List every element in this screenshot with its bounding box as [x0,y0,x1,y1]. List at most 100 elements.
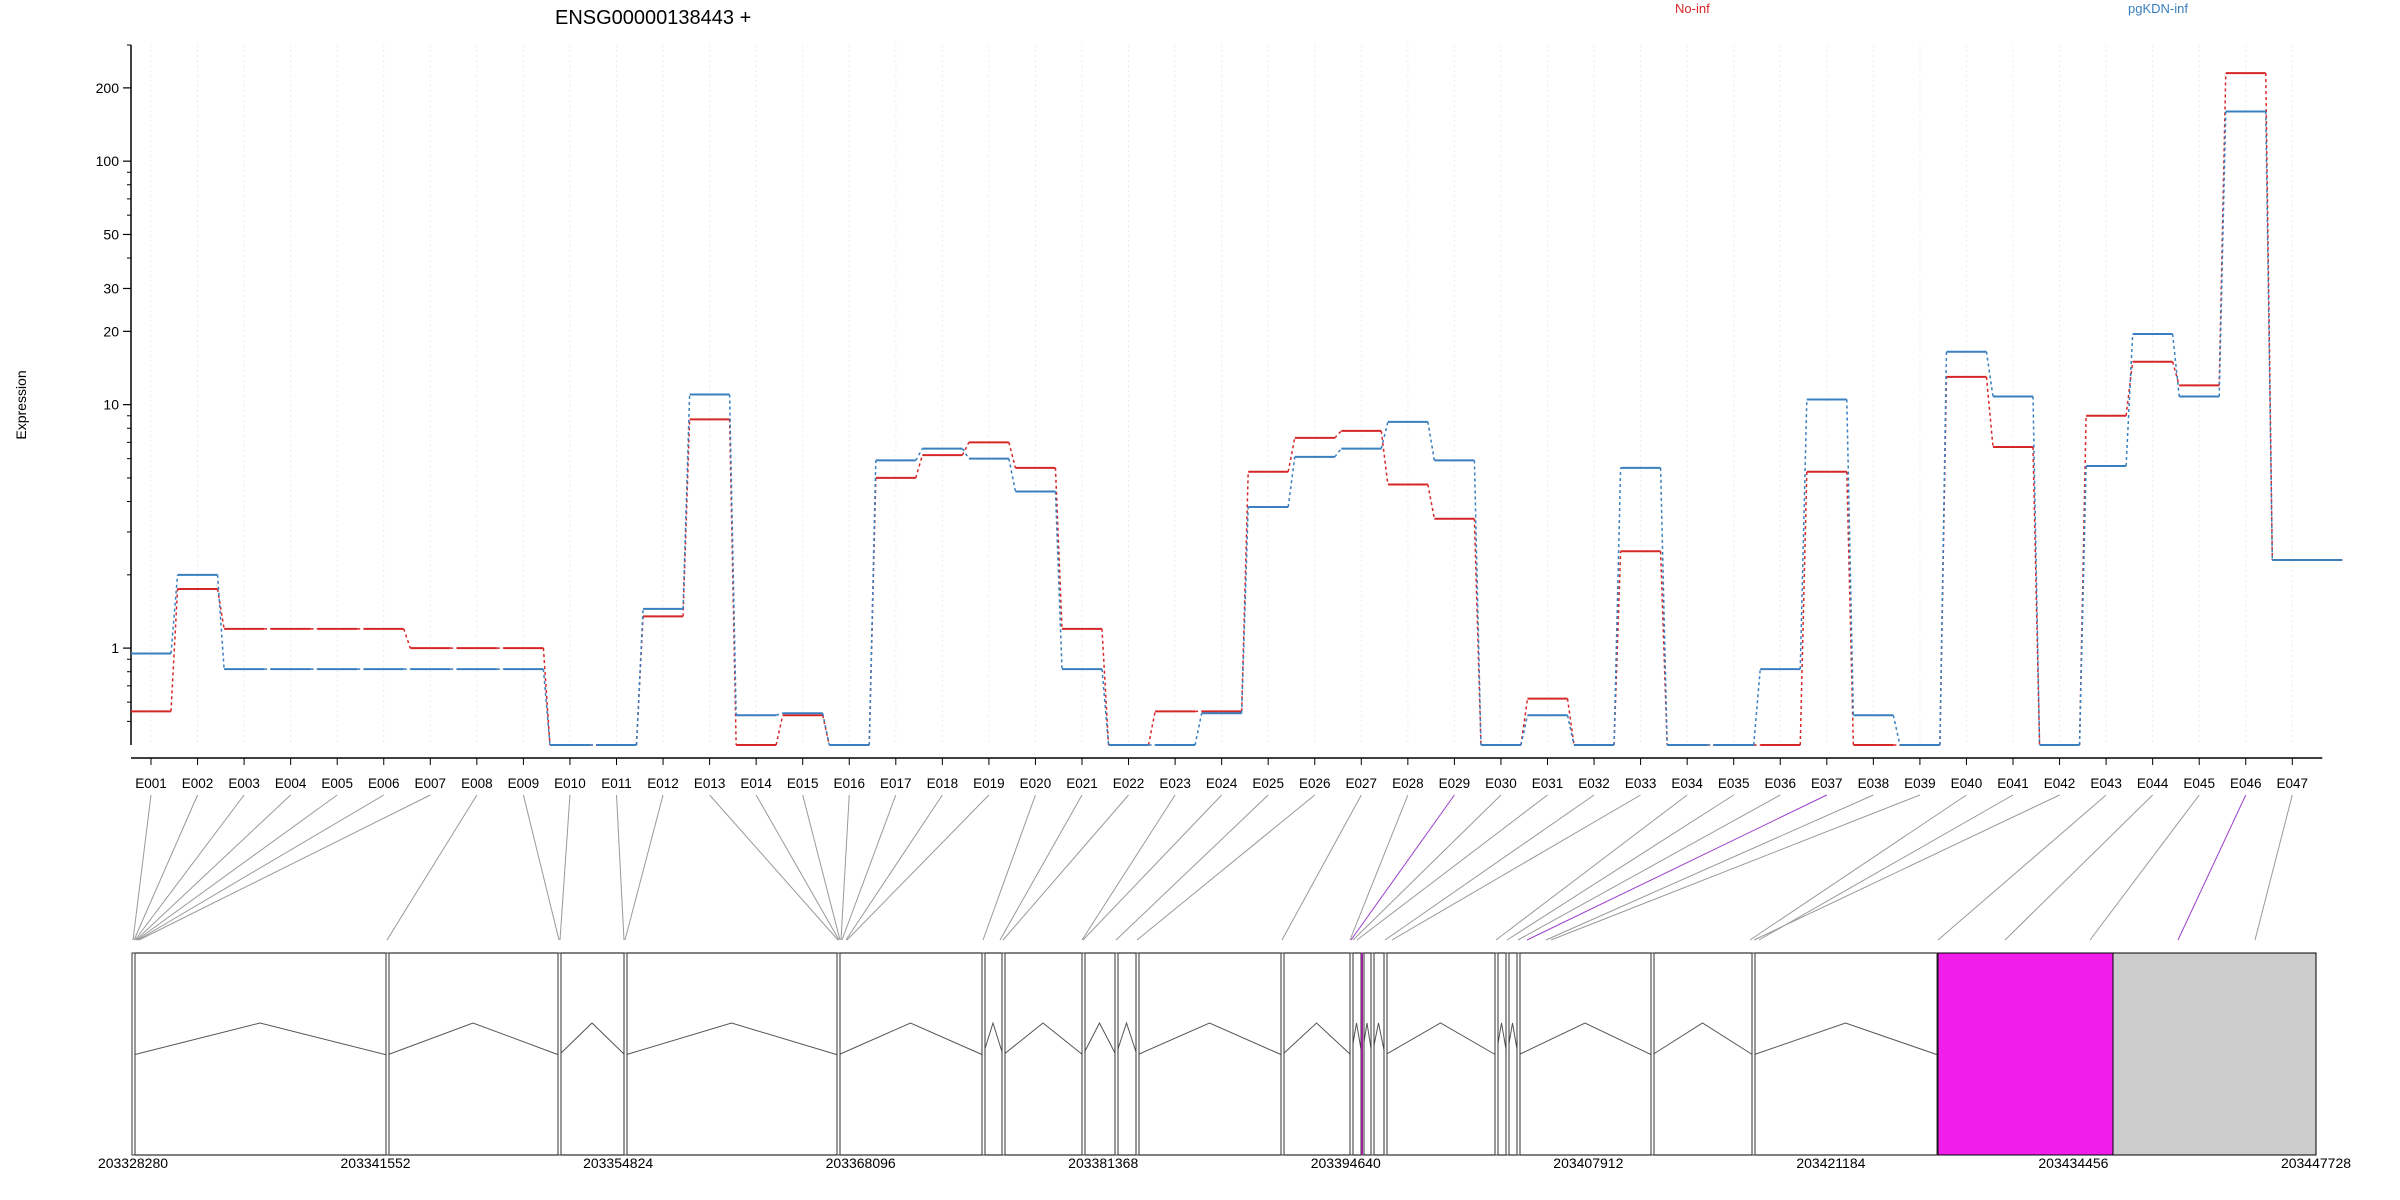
y-tick-label: 100 [96,153,120,169]
genomic-tick-label: 203407912 [1553,1155,1623,1171]
series-connector [1846,399,1855,716]
exon-connector [1758,794,2014,941]
series-connector [2032,446,2041,746]
y-tick-label: 20 [103,323,119,339]
y-tick-label: 10 [103,397,119,413]
x-tick-label: E020 [1020,776,1052,791]
x-tick-label: E027 [1346,776,1378,791]
exon-connector [1526,794,1828,941]
exon-bar [1280,952,1285,1156]
exon-bar [557,952,562,1156]
x-tick-label: E004 [275,776,307,791]
series-connector [2078,465,2087,746]
series-connector [1240,506,1249,714]
y-tick-label: 200 [96,80,120,96]
series-lines [131,72,2343,746]
series-connector [2171,333,2180,397]
series-no-inf [131,72,2343,746]
x-tick-label: E043 [2090,776,2122,791]
exon-connector [137,794,385,941]
x-tick-label: E023 [1159,776,1191,791]
series-connector [2125,333,2134,466]
series-connector [1240,471,1249,712]
series-connector [1287,437,1296,472]
series-connector [2265,111,2274,561]
exon-connector [522,794,560,941]
exon-connector [2177,794,2247,941]
chart-title: ENSG00000138443 + [555,7,751,29]
x-tick-label: E026 [1299,776,1331,791]
series-connector [1892,715,1901,746]
series-connector [1054,491,1063,670]
exon-connector [709,794,839,941]
series-connector [1752,669,1761,746]
series-connector [961,442,970,456]
exon-connector [616,794,625,941]
exon-bar [1135,952,1140,1156]
exon-connector [755,794,840,941]
exon-highlight-magenta [1937,952,2114,1156]
series-connector [1380,430,1389,485]
exon-connector [134,794,245,941]
series-connector [728,394,737,716]
intron-line [132,1022,388,1056]
series-connector [1520,715,1529,746]
exon-connector [1391,794,1641,941]
exon-connector [802,794,841,941]
series-connector [775,715,784,746]
x-tick-label: E019 [973,776,1005,791]
series-connector [1939,351,1948,746]
series-connector [635,608,644,746]
exon-connectors [132,794,2293,941]
intron-line [1002,1022,1084,1056]
exon-connector [1550,794,1921,941]
intron-line [1082,1021,1117,1056]
exon-connector [999,794,1083,941]
x-tick-label: E003 [228,776,260,791]
y-axis-label: Expression [13,370,29,439]
x-tick-label: E011 [601,776,632,791]
exon-connector [982,794,1036,941]
exon-bar [1370,952,1375,1156]
x-tick-label: E034 [1671,776,1703,791]
exon-connector [133,794,199,941]
x-tick-label: E025 [1252,776,1284,791]
intron-line [386,1022,560,1056]
x-tick-label: E041 [1997,776,2029,791]
series-connector [1659,551,1668,746]
x-tick-label: E029 [1439,776,1471,791]
exon-connector [2254,794,2293,941]
x-tick-label: E007 [415,776,447,791]
intron-line [1281,1022,1352,1056]
x-tick-label: E039 [1904,776,1936,791]
x-tick-label: E047 [2277,776,2309,791]
exon-bar [1001,952,1006,1156]
exon-connector [2004,794,2154,941]
series-connector [1380,421,1389,449]
series-connector [1427,421,1436,461]
x-tick-label: E037 [1811,776,1843,791]
series-connector [170,574,179,654]
series-connector [2125,361,2134,416]
intron-line [1752,1022,1939,1056]
exon-connector [1136,794,1316,941]
series-connector [1846,471,1855,746]
exon-bar [623,952,628,1156]
intron-line [1517,1022,1653,1056]
exon-connector [1517,794,1781,941]
exon-connector [840,794,850,941]
exon-bar [1751,952,1756,1156]
exon-connector [845,794,943,941]
series-connector [1566,715,1575,746]
x-tick-label: E045 [2183,776,2215,791]
x-tick-label: E006 [368,776,400,791]
exon-connector [1749,794,1967,941]
x-tick-label: E018 [927,776,959,791]
x-tick-label: E008 [461,776,493,791]
x-tick-label: E042 [2044,776,2076,791]
x-tick-label: E017 [880,776,912,791]
x-axis: E001 E002 E003 E004 E005 E006 E007 E008 E009 E010… [131,757,2323,791]
exon-bar [1650,952,1655,1156]
x-tick-label: E013 [694,776,726,791]
